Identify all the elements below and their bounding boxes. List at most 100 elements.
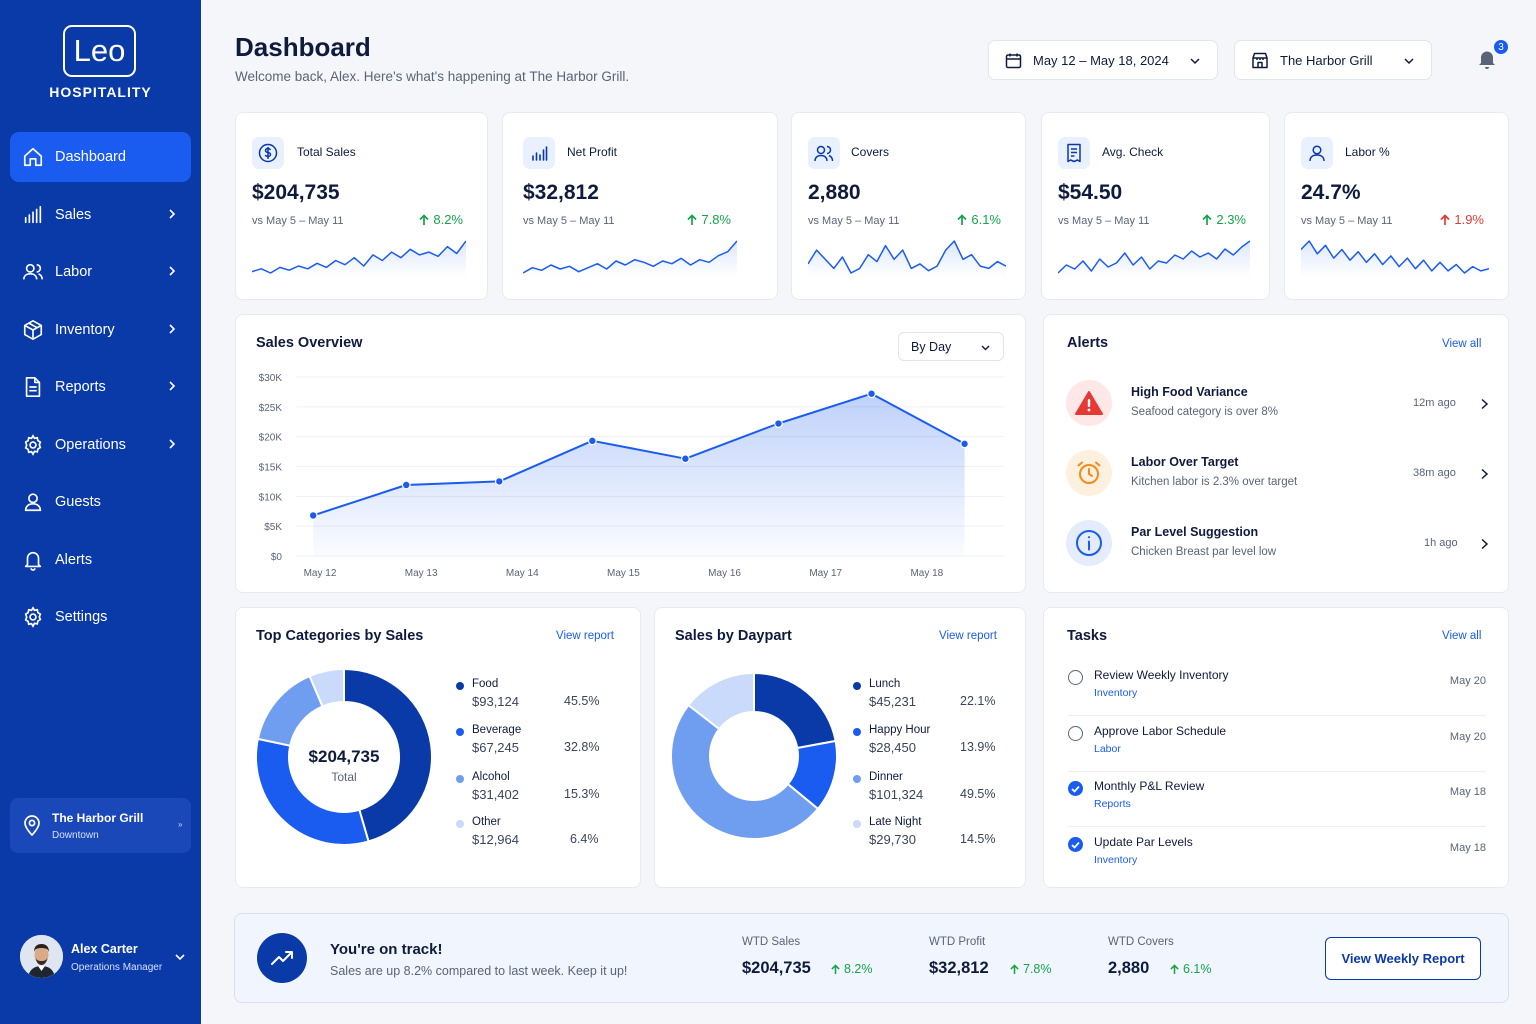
task-checkbox[interactable]	[1068, 781, 1083, 796]
task-item[interactable]: Monthly P&L Review Reports May 18	[1068, 771, 1486, 827]
user-icon	[24, 493, 42, 512]
chevron-right-icon	[169, 208, 176, 219]
chart-point[interactable]	[308, 511, 318, 520]
notification-count-badge: 3	[1492, 38, 1510, 56]
user-profile[interactable]: Alex Carter Operations Manager	[20, 935, 190, 979]
alerts-card: Alerts View all High Food Variance Seafo…	[1043, 314, 1509, 593]
wtd-change-value: 8.2%	[844, 962, 873, 976]
kpi-value: 24.7%	[1301, 181, 1361, 204]
kpi-card-covers[interactable]: Covers 2,880 vs May 5 – May 11 6.1%	[791, 112, 1026, 300]
arrow-up-icon	[1202, 213, 1212, 225]
location-picker[interactable]: The Harbor Grill	[1234, 40, 1432, 80]
kpi-sparkline	[1058, 240, 1250, 277]
date-range-picker[interactable]: May 12 – May 18, 2024	[988, 40, 1218, 80]
tasks-title: Tasks	[1067, 628, 1108, 644]
chart-point[interactable]	[494, 477, 504, 486]
daypart-view-report-link[interactable]: View report	[939, 630, 997, 642]
sidebar-item-labor[interactable]: Labor	[10, 247, 191, 297]
dollar-icon	[252, 137, 284, 169]
wtd-value: 2,880	[1108, 959, 1150, 977]
legend-percent: 13.9%	[960, 740, 996, 754]
legend-dot	[456, 775, 464, 783]
task-checkbox[interactable]	[1068, 837, 1083, 852]
chart-point[interactable]	[960, 439, 969, 449]
alerts-view-all-link[interactable]: View all	[1442, 338, 1482, 350]
chart-point[interactable]	[401, 480, 411, 490]
wtd-change-value: 7.8%	[1023, 962, 1052, 976]
sparkline-line	[252, 240, 466, 274]
alert-item[interactable]: Par Level Suggestion Chicken Breast par …	[1066, 520, 1492, 570]
banner-title: You're on track!	[330, 941, 443, 958]
brand-logo-text: Leo	[73, 33, 126, 68]
task-category[interactable]: Reports	[1094, 798, 1131, 810]
on-track-banner: You're on track! Sales are up 8.2% compa…	[234, 913, 1509, 1003]
donut-slice[interactable]	[308, 667, 345, 708]
location-switcher[interactable]: The Harbor Grill Downtown »	[10, 798, 191, 853]
task-category[interactable]: Labor	[1094, 743, 1121, 755]
sidebar-item-label: Inventory	[55, 321, 115, 338]
task-item[interactable]: Update Par Levels Inventory May 18	[1068, 827, 1486, 883]
notification-bell-icon[interactable]	[1476, 48, 1498, 70]
sales-overview-filter[interactable]: By Day	[898, 332, 1004, 361]
task-item[interactable]: Approve Labor Schedule Labor May 20	[1068, 716, 1486, 772]
task-checkbox[interactable]	[1068, 726, 1083, 741]
top-categories-card: Top Categories by Sales View report $204…	[235, 607, 641, 888]
legend-dot	[456, 820, 464, 828]
x-tick-label: May 16	[708, 568, 741, 579]
sidebar-item-alerts[interactable]: Alerts	[10, 535, 191, 585]
legend-dot	[853, 682, 861, 690]
kpi-card-total-sales[interactable]: Total Sales $204,735 vs May 5 – May 11 8…	[235, 112, 488, 300]
legend-name: Alcohol	[472, 771, 510, 783]
sidebar-item-sales[interactable]: Sales	[10, 190, 191, 240]
kpi-card-labor-pct[interactable]: Labor % 24.7% vs May 5 – May 11 1.9%	[1284, 112, 1509, 300]
chart-point[interactable]	[587, 436, 597, 446]
kpi-card-net-profit[interactable]: Net Profit $32,812 vs May 5 – May 11 7.8…	[502, 112, 778, 300]
donut-slice[interactable]	[256, 674, 324, 747]
kpi-compare: vs May 5 – May 11	[252, 215, 344, 227]
task-item[interactable]: Review Weekly Inventory Inventory May 20	[1068, 660, 1486, 716]
chart-point[interactable]	[774, 419, 783, 428]
gear-icon	[24, 606, 42, 628]
sidebar-item-guests[interactable]: Guests	[10, 477, 191, 527]
donut-slice[interactable]	[343, 667, 433, 843]
alert-item[interactable]: High Food Variance Seafood category is o…	[1066, 380, 1492, 430]
bar-chart-icon	[24, 205, 42, 223]
task-date: May 18	[1449, 786, 1486, 798]
donut-slice[interactable]	[753, 671, 837, 750]
sidebar-item-settings[interactable]: Settings	[10, 592, 191, 642]
donut-slice[interactable]	[687, 671, 755, 731]
chart-point[interactable]	[681, 454, 690, 464]
avatar	[20, 935, 63, 978]
task-category[interactable]: Inventory	[1094, 854, 1138, 866]
alert-subtitle: Seafood category is over 8%	[1131, 406, 1279, 418]
chevron-right-icon	[169, 381, 176, 391]
task-category[interactable]: Inventory	[1094, 687, 1138, 699]
top-categories-view-report-link[interactable]: View report	[556, 630, 614, 642]
chevron-right-icon	[1481, 398, 1489, 410]
donut-slice[interactable]	[670, 703, 820, 841]
sidebar-item-reports[interactable]: Reports	[10, 362, 191, 412]
brand-logo[interactable]: Leo	[63, 25, 136, 77]
kpi-compare: vs May 5 – May 11	[1058, 215, 1150, 227]
sidebar-item-operations[interactable]: Operations	[10, 420, 191, 470]
donut-slice[interactable]	[255, 737, 370, 846]
chevron-right-icon	[1481, 468, 1489, 480]
tasks-view-all-link[interactable]: View all	[1442, 630, 1482, 642]
kpi-label: Total Sales	[297, 145, 356, 159]
date-range-text: May 12 – May 18, 2024	[1033, 52, 1169, 68]
task-checkbox[interactable]	[1068, 670, 1083, 685]
kpi-card-avg-check[interactable]: Avg. Check $54.50 vs May 5 – May 11 2.3%	[1041, 112, 1270, 300]
check-icon	[1071, 841, 1080, 849]
alert-item[interactable]: Labor Over Target Kitchen labor is 2.3% …	[1066, 450, 1492, 500]
chevron-down-icon	[1404, 58, 1414, 65]
alert-title: Par Level Suggestion	[1131, 525, 1259, 539]
sidebar-item-dashboard[interactable]: Dashboard	[10, 132, 191, 182]
view-weekly-report-button[interactable]: View Weekly Report	[1325, 937, 1481, 980]
chevron-right-icon	[169, 438, 176, 449]
legend-name: Other	[472, 816, 501, 828]
y-tick-label: $20K	[259, 433, 283, 444]
banner-subtitle: Sales are up 8.2% compared to last week.…	[330, 964, 628, 978]
chart-point[interactable]	[867, 389, 876, 399]
kpi-value: $204,735	[252, 181, 340, 204]
sidebar-item-inventory[interactable]: Inventory	[10, 305, 191, 355]
